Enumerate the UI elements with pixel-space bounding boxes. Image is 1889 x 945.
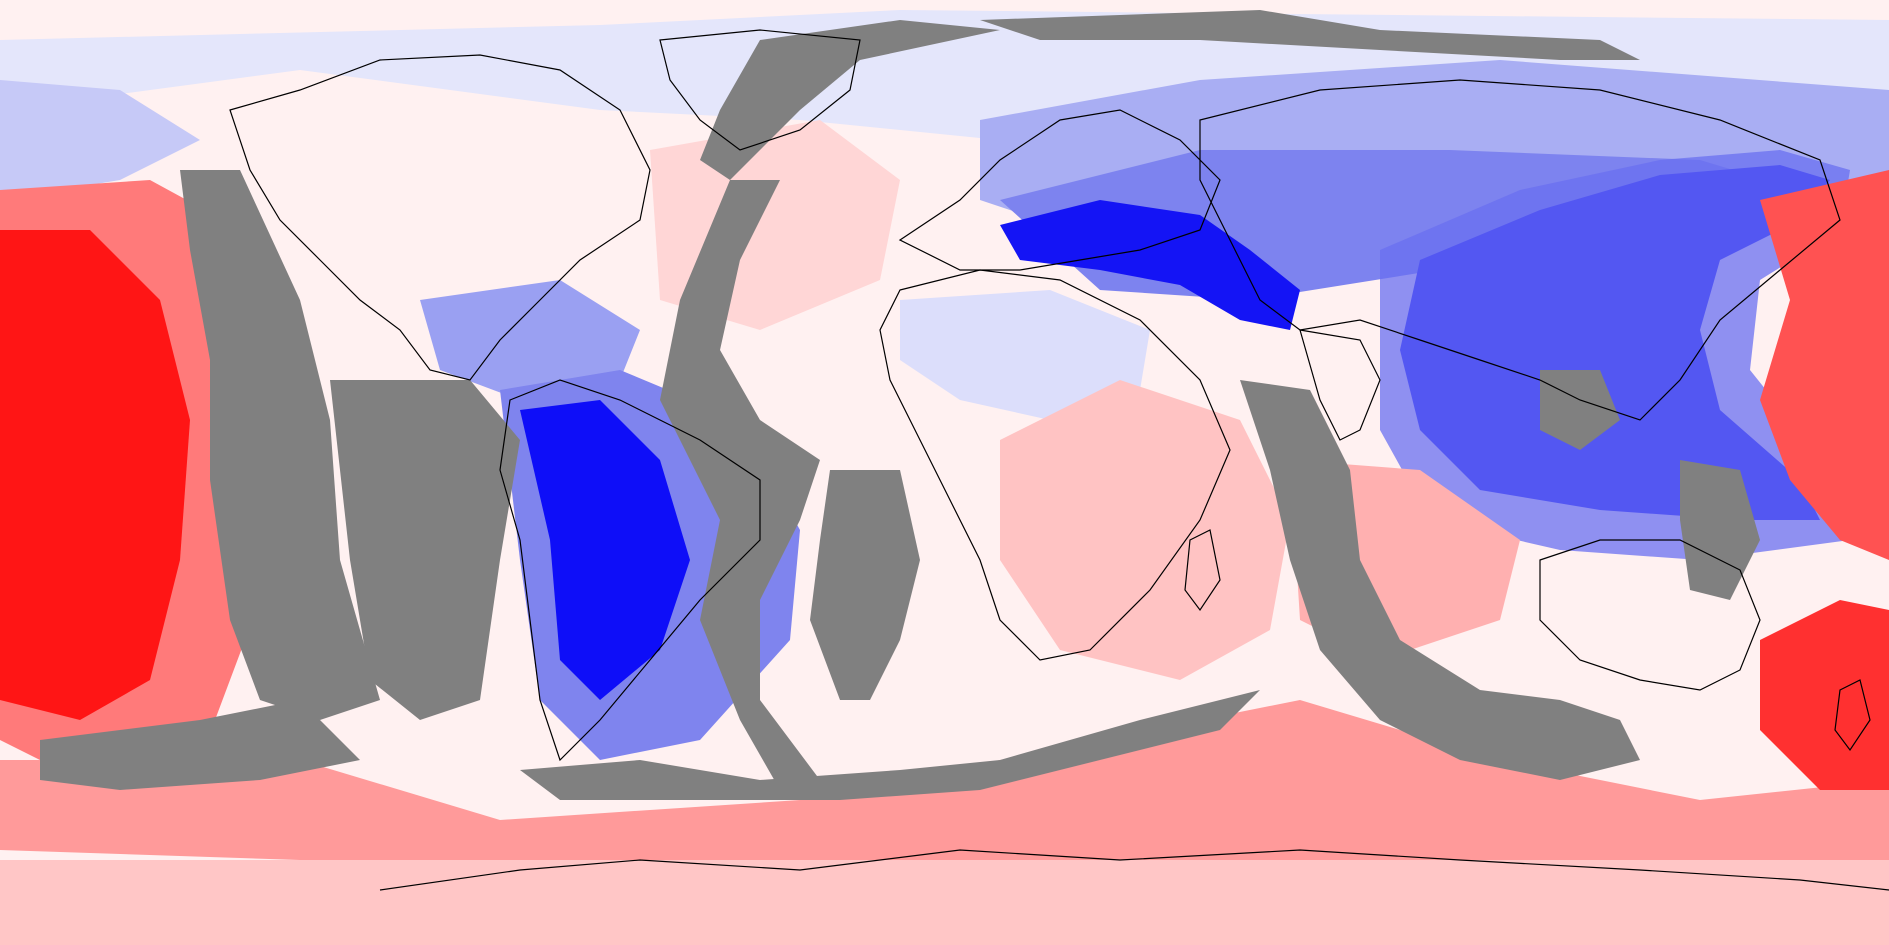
mask-indian-ridge xyxy=(1240,380,1640,780)
mask-mid-atlantic-north xyxy=(700,20,1000,180)
greenland-coastline xyxy=(659,29,861,151)
asia-coastline xyxy=(1199,79,1841,421)
africa-coastline xyxy=(879,269,1231,661)
africa-weak-warm xyxy=(1000,380,1290,680)
north-africa-light-blue xyxy=(900,290,1150,420)
mask-mid-atlantic xyxy=(660,180,820,790)
mediterranean-cold-band xyxy=(1000,200,1300,330)
madagascar-coastline xyxy=(1184,529,1221,612)
north-america-coastline xyxy=(229,54,651,381)
mask-southern-band xyxy=(40,700,360,790)
mask-south-pacific-arc xyxy=(520,690,1260,800)
mask-east-pacific xyxy=(180,170,380,720)
new-zealand-coastline xyxy=(1834,679,1871,752)
tasman-warm-anomaly xyxy=(1760,600,1889,790)
caribbean-blue xyxy=(420,280,640,400)
south-america-coastline xyxy=(499,379,761,762)
east-asia-mid-ring xyxy=(1380,150,1850,560)
mask-peru-chile xyxy=(330,380,520,720)
mask-northern-arc xyxy=(980,10,1640,60)
mask-south-atlantic-ridge xyxy=(810,470,920,700)
antarctica-coastline xyxy=(379,849,1889,891)
coastline-outlines xyxy=(229,29,1889,891)
europe-coastline xyxy=(898,109,1221,271)
australia-coastline xyxy=(1539,539,1761,691)
pacific-warm-anomaly xyxy=(0,230,190,720)
south-america-cold-anomaly xyxy=(520,400,690,700)
masked-region-bands xyxy=(40,10,1760,800)
mask-australia-ridge xyxy=(1680,460,1760,600)
india-coastline xyxy=(1299,329,1381,441)
central-pacific-warm xyxy=(1760,170,1889,560)
north-pacific-blue-band xyxy=(0,80,200,200)
antarctic-warm-band xyxy=(0,860,1889,945)
